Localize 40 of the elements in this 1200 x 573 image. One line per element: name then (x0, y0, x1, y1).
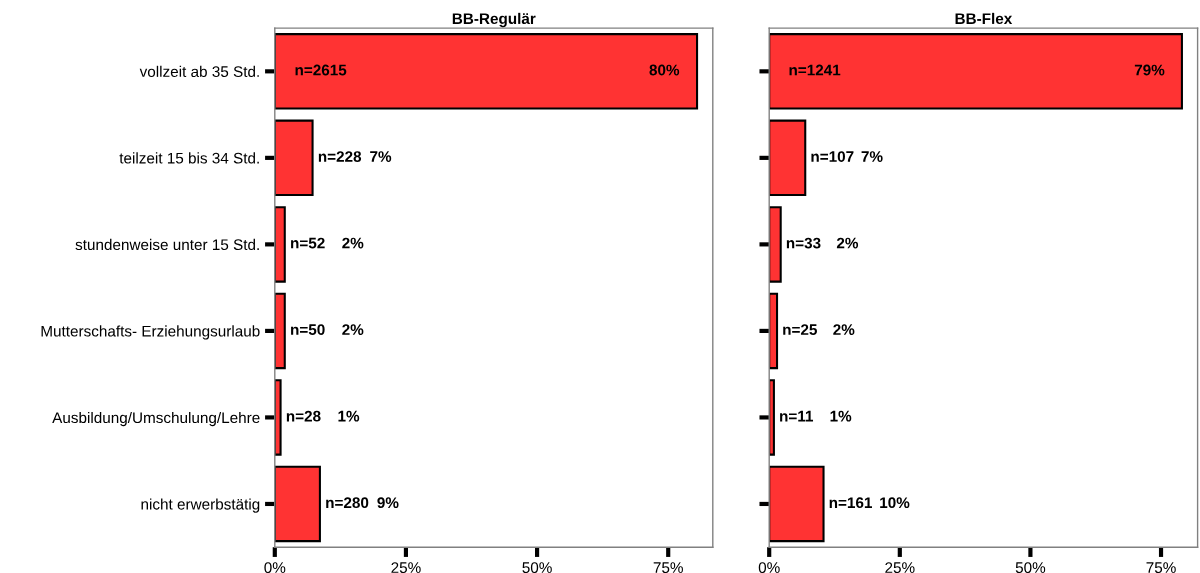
x-tick-label: 50% (522, 562, 552, 573)
annotation: 2% (836, 237, 859, 249)
annotation: n=50 (291, 324, 325, 336)
annotation: 2% (833, 324, 855, 335)
annotation: 10% (880, 497, 910, 509)
annotation: 2% (342, 324, 364, 335)
annotation: n=33 (786, 237, 821, 249)
annotation: 79% (1134, 64, 1165, 76)
annotation: 7% (861, 151, 883, 162)
y-tick-label: Mutterschafts- Erziehungsurlaub (41, 325, 260, 340)
annotation: n=107 (811, 151, 854, 162)
y-tick-label: vollzeit ab 35 Std. (139, 65, 259, 78)
chart-title: BB-Flex (955, 12, 1013, 25)
annotation: n=1241 (789, 64, 841, 76)
x-tick-label: 25% (885, 562, 915, 573)
x-tick-label: 0% (264, 562, 286, 573)
annotation: n=11 (780, 410, 814, 422)
annotation: n=28 (286, 410, 321, 422)
annotation: n=280 (326, 497, 369, 509)
annotation: n=2615 (295, 64, 347, 76)
annotation: n=52 (291, 237, 325, 249)
x-tick-label: 50% (1015, 562, 1046, 573)
y-tick-label: stundenweise unter 15 Std. (75, 238, 259, 251)
annotation: 9% (377, 497, 399, 509)
annotation: n=161 (829, 497, 872, 509)
annotation: 1% (830, 410, 852, 422)
x-tick-label: 0% (758, 562, 780, 573)
annotation: 7% (370, 151, 392, 162)
annotation: n=228 (318, 151, 362, 162)
y-tick-label: nicht erwerbstätig (141, 498, 260, 513)
x-tick-label: 75% (1146, 562, 1176, 573)
y-tick-label: Ausbildung/Umschulung/Lehre (52, 411, 260, 427)
annotation: 2% (342, 237, 364, 249)
annotation: 1% (338, 410, 360, 422)
y-tick-label: teilzeit 15 bis 34 Std. (119, 152, 259, 164)
chart-title: BB-Regulär (452, 12, 536, 28)
annotation: n=25 (783, 324, 817, 336)
x-tick-label: 75% (653, 562, 683, 573)
x-tick-label: 25% (391, 562, 421, 573)
annotation: 80% (649, 64, 680, 76)
